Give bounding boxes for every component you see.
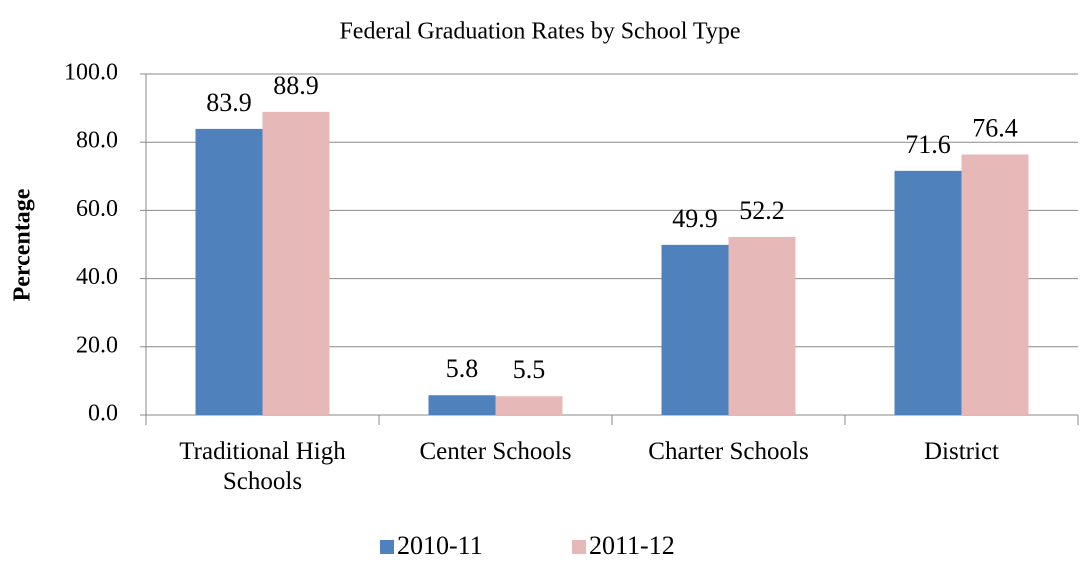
chart-title: Federal Graduation Rates by School Type <box>339 19 740 45</box>
data-label: 5.8 <box>446 354 479 383</box>
x-tick-label: Center Schools <box>419 438 572 465</box>
bar <box>195 128 263 415</box>
y-tick-label: 40.0 <box>76 264 118 290</box>
data-label: 71.6 <box>905 130 951 159</box>
data-label: 88.9 <box>273 71 319 100</box>
y-tick-label: 60.0 <box>76 196 118 222</box>
y-axis-label: Percentage <box>10 188 36 301</box>
x-tick-label: Charter Schools <box>648 438 809 465</box>
y-tick-label: 100.0 <box>64 60 118 86</box>
y-tick-label: 20.0 <box>76 332 118 358</box>
legend-label: 2010-11 <box>397 531 483 560</box>
legend-swatch <box>380 540 394 554</box>
bar <box>495 396 563 415</box>
bar <box>661 244 729 415</box>
data-label: 5.5 <box>513 355 546 384</box>
bar <box>961 154 1029 415</box>
bar <box>728 236 796 415</box>
legend-swatch <box>572 540 586 554</box>
y-tick-label: 80.0 <box>76 128 118 154</box>
bar <box>428 395 496 415</box>
bar <box>262 111 330 415</box>
data-label: 76.4 <box>972 113 1018 142</box>
legend-label: 2011-12 <box>589 531 675 560</box>
data-label: 49.9 <box>672 204 718 233</box>
x-tick-label: Traditional High Schools <box>179 438 346 495</box>
bar <box>894 170 962 415</box>
data-label: 83.9 <box>206 88 252 117</box>
y-tick-label: 0.0 <box>88 401 118 427</box>
data-label: 52.2 <box>739 196 785 225</box>
x-tick-label: District <box>924 438 999 465</box>
